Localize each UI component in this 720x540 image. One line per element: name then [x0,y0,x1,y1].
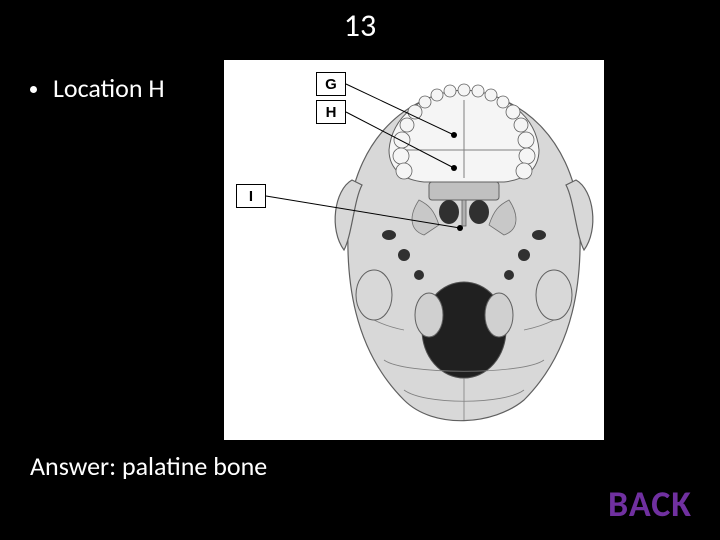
skull-diagram: G H I [224,60,604,440]
answer-text: Answer: palatine bone [30,450,267,482]
bullet-item: Location H [30,72,165,104]
back-button[interactable]: BACK [608,482,692,526]
indicator-dot-g [451,132,457,138]
slide-number: 13 [0,6,720,45]
label-box-g: G [316,72,346,96]
bullet-dot-icon [30,86,37,93]
bullet-text: Location H [53,72,165,104]
skull-svg [224,60,604,440]
indicator-dot-h [451,165,457,171]
indicator-dot-i [457,225,463,231]
label-box-h: H [316,100,346,124]
label-box-i: I [236,184,266,208]
